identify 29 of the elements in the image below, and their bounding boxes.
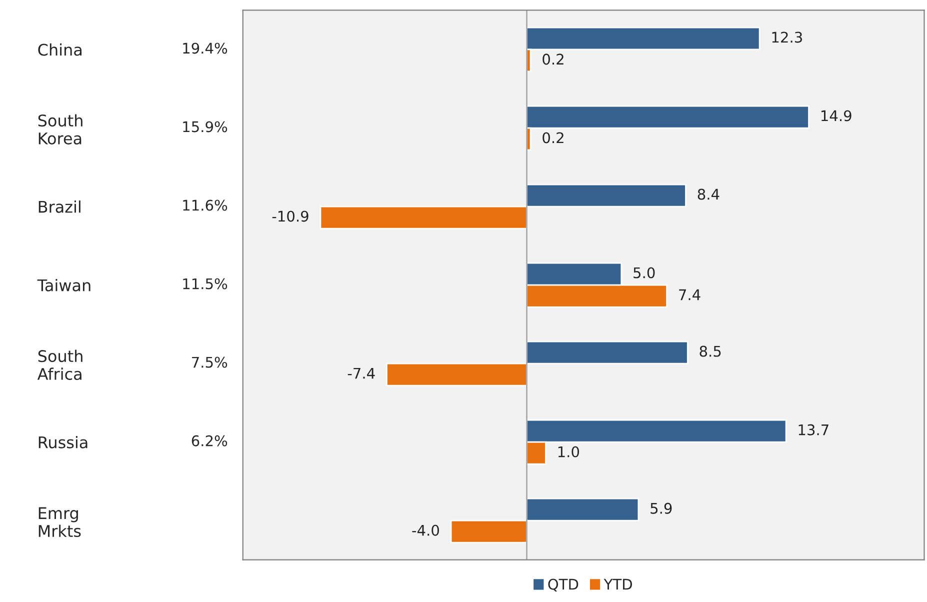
data-label: 8.4 bbox=[698, 188, 720, 200]
y-tick-label: Emrg Mrkts bbox=[38, 507, 81, 538]
data-label: -7.4 bbox=[348, 368, 375, 379]
y-tick-label: Brazil bbox=[38, 200, 80, 213]
y-tick-label: South Korea bbox=[38, 114, 82, 144]
y-tick-label: China bbox=[38, 43, 82, 56]
text: 11.6% bbox=[183, 200, 228, 211]
data-label: 8.5 bbox=[700, 346, 721, 357]
data-label: 7.4 bbox=[679, 289, 700, 300]
data-label: 14.9 bbox=[821, 110, 852, 122]
text: 15.9% bbox=[183, 121, 228, 132]
data-label: 0.2 bbox=[542, 132, 564, 144]
data-label: -10.9 bbox=[272, 210, 308, 222]
y-tick-label: Taiwan bbox=[37, 278, 90, 292]
text: 19.4% bbox=[183, 42, 228, 54]
data-label: 12.3 bbox=[772, 32, 802, 43]
data-label: 0.2 bbox=[542, 54, 564, 65]
data-label: 5.9 bbox=[650, 502, 672, 514]
text: 11.5% bbox=[183, 278, 228, 290]
y-tick-label: South Africa bbox=[37, 350, 82, 380]
data-label: -4.0 bbox=[412, 524, 439, 536]
y-tick-label: Russia bbox=[38, 436, 88, 448]
legend-label: YTD bbox=[604, 578, 632, 590]
data-label: 5.0 bbox=[634, 267, 655, 278]
data-label: 1.0 bbox=[558, 446, 580, 458]
text: 6.2% bbox=[192, 435, 228, 446]
text: 7.5% bbox=[192, 356, 228, 368]
legend-label: QTD bbox=[548, 578, 578, 592]
data-label: 13.7 bbox=[798, 424, 828, 436]
